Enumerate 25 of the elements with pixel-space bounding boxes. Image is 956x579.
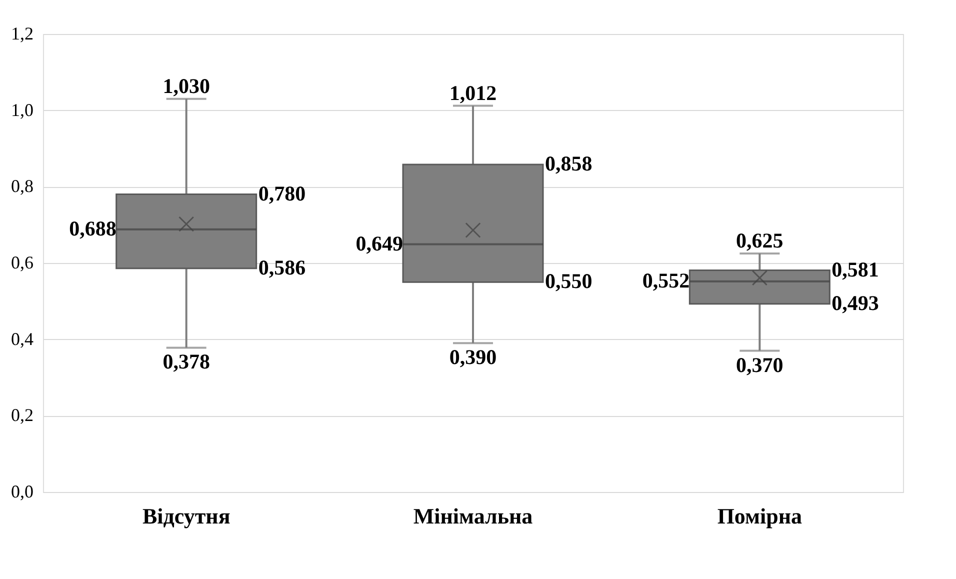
annotation: 1,012 xyxy=(449,80,497,105)
annotation: 0,586 xyxy=(258,255,306,280)
y-tick-label: 0,4 xyxy=(11,328,34,349)
y-tick-label: 0,2 xyxy=(11,405,34,426)
annotation: 0,649 xyxy=(356,231,403,256)
annotation: 0,581 xyxy=(832,257,879,282)
annotation: 0,390 xyxy=(449,345,497,370)
y-tick-label: 0,0 xyxy=(11,482,34,502)
x-tick-label: Мінімальна xyxy=(413,504,533,528)
y-tick-label: 1,2 xyxy=(11,24,34,44)
annotation: 0,550 xyxy=(545,269,592,294)
annotation: 0,780 xyxy=(258,181,306,206)
annotation: 0,378 xyxy=(162,350,210,374)
annotation: 0,552 xyxy=(642,268,690,292)
y-tick-label: 1,0 xyxy=(11,100,34,120)
annotation: 0,688 xyxy=(69,216,116,240)
y-tick-label: 0,8 xyxy=(11,176,34,196)
y-tick-label: 0,6 xyxy=(11,252,34,272)
annotation: 0,625 xyxy=(736,228,784,252)
x-tick-label: Помірна xyxy=(717,504,802,528)
annotation: 1,030 xyxy=(162,74,210,98)
annotation: 0,370 xyxy=(736,352,784,377)
annotation: 0,493 xyxy=(832,290,879,315)
x-tick-label: Відсутня xyxy=(142,504,230,528)
annotation: 0,858 xyxy=(545,152,592,176)
